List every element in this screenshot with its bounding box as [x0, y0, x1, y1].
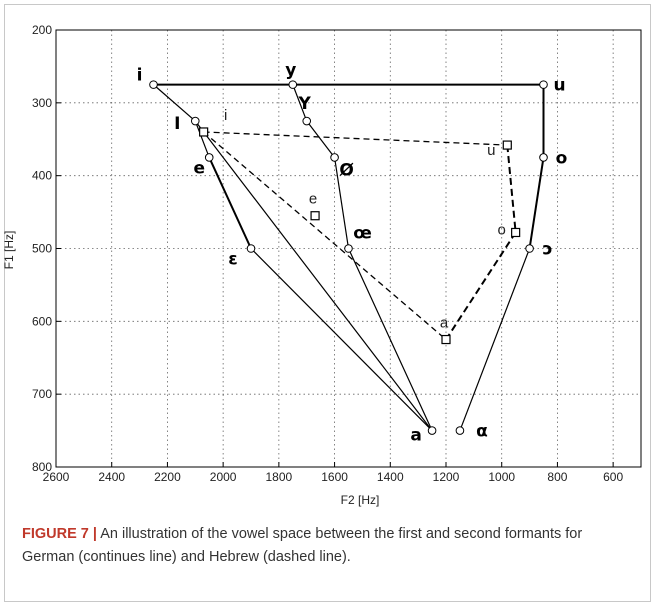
german-line-o-ɔ — [528, 157, 545, 249]
hebrew-point-marker — [310, 211, 320, 221]
german-vowel-label: a — [410, 426, 421, 446]
y-tick-label: 400 — [32, 169, 52, 183]
x-tick-label: 2600 — [43, 470, 70, 484]
german-vowel-label: u — [553, 76, 565, 96]
hebrew-point-marker — [511, 227, 521, 238]
y-tick-label: 700 — [32, 387, 52, 401]
german-vowel-label: i — [137, 66, 143, 86]
german-point-marker — [246, 244, 256, 253]
x-tick-label: 1800 — [266, 470, 293, 484]
german-point-marker — [204, 153, 214, 162]
y-tick-label: 200 — [32, 23, 52, 37]
x-tick-label: 1600 — [321, 470, 348, 484]
y-axis-label: F1 [Hz] — [2, 231, 16, 270]
y-tick-label: 800 — [32, 460, 52, 474]
hebrew-vowel-label: e — [309, 191, 317, 208]
x-tick-label: 2000 — [210, 470, 237, 484]
german-line-ɛ-a — [250, 248, 433, 432]
german-point-marker — [427, 426, 437, 435]
y-tick-label: 600 — [32, 314, 52, 328]
german-vowel-label: œ — [353, 224, 372, 244]
hebrew-point-marker — [199, 127, 209, 137]
hebrew-vowel-label: a — [440, 315, 449, 332]
german-vowel-label: y — [285, 61, 296, 81]
german-point-marker — [302, 116, 312, 126]
german-point-marker — [539, 80, 548, 89]
german-line-I-a — [194, 120, 433, 431]
x-tick-label: 1200 — [433, 470, 460, 484]
german-line-y-Y — [292, 84, 308, 122]
y-tick-label: 300 — [32, 96, 52, 110]
caption-text: An illustration of the vowel space betwe… — [22, 526, 583, 565]
hebrew-line-u-o — [506, 144, 517, 233]
german-point-marker — [190, 116, 200, 126]
german-line-œ-a — [347, 248, 433, 431]
german-point-marker — [539, 153, 548, 162]
vowel-space-chart: 2600 2400 2200 2000 1800 1600 1400 1200 1000 800 6… — [2, 23, 642, 507]
german-point-marker — [330, 153, 339, 162]
german-point-marker — [149, 80, 158, 89]
german-vowel-label: Y — [298, 94, 312, 114]
hebrew-line-i-a — [203, 131, 447, 341]
hebrew-vowel-label: u — [487, 142, 495, 159]
x-tick-label: 800 — [547, 470, 567, 484]
german-vowel-label: e — [193, 158, 205, 178]
figure-caption: FIGURE 7 | An illustration of the vowel … — [22, 523, 632, 569]
x-tick-label: 1000 — [488, 470, 515, 484]
german-line-Ø-œ — [333, 157, 350, 249]
figure-label: FIGURE 7 | — [22, 526, 97, 542]
german-vowel-label: α — [476, 422, 488, 442]
german-vowel-label: I — [174, 114, 180, 134]
tick-labels: 2600 2400 2200 2000 1800 1600 1400 1200 1000 800 6… — [32, 23, 624, 484]
hebrew-line-i-u — [203, 131, 508, 146]
german-vowel-label: o — [556, 148, 568, 168]
german-point-marker — [344, 244, 353, 253]
german-point-marker — [525, 244, 534, 253]
german-line-ɔ-α — [459, 248, 531, 431]
german-point-marker — [455, 426, 465, 435]
x-tick-label: 600 — [603, 470, 623, 484]
x-tick-label: 2200 — [154, 470, 181, 484]
german-line-I-e — [194, 120, 210, 158]
german-series: i y u I Ye Øo ɛ œ ɔ a α — [137, 61, 568, 446]
y-tick-label: 500 — [32, 242, 52, 256]
hebrew-point-marker — [502, 140, 512, 150]
german-vowel-label: ɔ — [543, 240, 553, 260]
german-vowel-label: ɛ — [228, 250, 237, 270]
hebrew-vowel-label: i — [224, 107, 227, 124]
german-point-marker — [288, 80, 298, 89]
german-line-i-I — [153, 84, 196, 122]
hebrew-series: i u e o a — [199, 107, 521, 345]
hebrew-vowel-label: o — [497, 221, 505, 238]
german-line-Y-Ø — [306, 120, 336, 158]
x-tick-label: 2400 — [98, 470, 125, 484]
x-axis-label: F2 [Hz] — [341, 493, 380, 507]
hebrew-point-marker — [441, 334, 451, 345]
x-tick-label: 1400 — [377, 470, 404, 484]
plot-area-border — [55, 29, 642, 468]
hebrew-line-o-a — [445, 231, 517, 341]
german-line-e-ɛ — [208, 157, 252, 249]
german-vowel-label: Ø — [339, 160, 353, 180]
